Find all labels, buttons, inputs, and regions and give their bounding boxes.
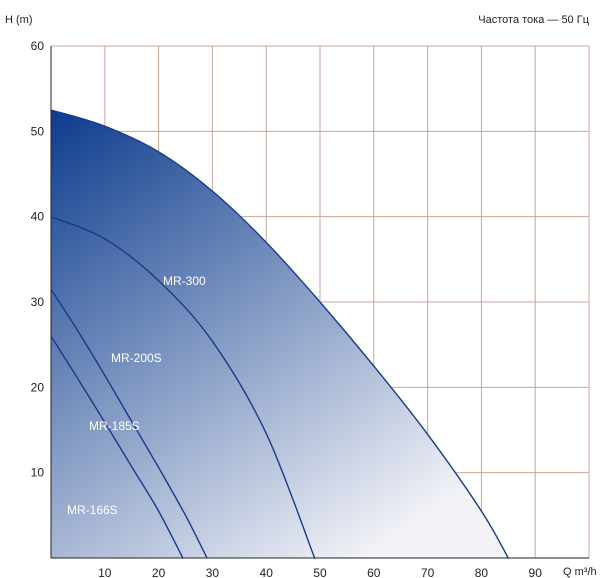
y-axis-title: H (m) (5, 14, 33, 26)
y-tick-20: 20 (31, 380, 45, 394)
x-tick-20: 20 (152, 566, 166, 578)
y-tick-40: 40 (31, 210, 45, 224)
x-tick-40: 40 (260, 566, 274, 578)
y-tick-10: 10 (31, 466, 45, 480)
y-tick-50: 50 (31, 124, 45, 138)
x-tick-90: 90 (529, 566, 543, 578)
curve-fill-areas (51, 110, 509, 558)
x-axis-title: Q m³/h (563, 566, 597, 578)
x-tick-80: 80 (475, 566, 489, 578)
y-tick-labels: 10 20 30 40 50 60 (31, 39, 45, 480)
curve-mr-185s (50, 288, 208, 559)
series-label-mr-166s: MR-166S (67, 503, 118, 517)
x-tick-60: 60 (367, 566, 381, 578)
y-tick-30: 30 (31, 295, 45, 309)
x-tick-labels: 10 20 30 40 50 60 70 80 90 (98, 566, 542, 578)
curve-mr-166s (50, 335, 184, 559)
curve-mr-300 (50, 109, 509, 559)
series-label-mr-200s: MR-200S (111, 351, 162, 365)
curve-lines (50, 109, 509, 559)
x-tick-10: 10 (98, 566, 112, 578)
x-tick-30: 30 (206, 566, 220, 578)
series-label-mr-185s: MR-185S (89, 419, 140, 433)
series-label-mr-300: MR-300 (163, 274, 206, 288)
frequency-note: Частота тока — 50 Гц (478, 14, 589, 26)
y-tick-60: 60 (31, 39, 45, 53)
curve-mr-200s (50, 216, 316, 559)
x-tick-50: 50 (313, 566, 327, 578)
area-mr-300 (51, 110, 509, 558)
x-tick-70: 70 (421, 566, 435, 578)
